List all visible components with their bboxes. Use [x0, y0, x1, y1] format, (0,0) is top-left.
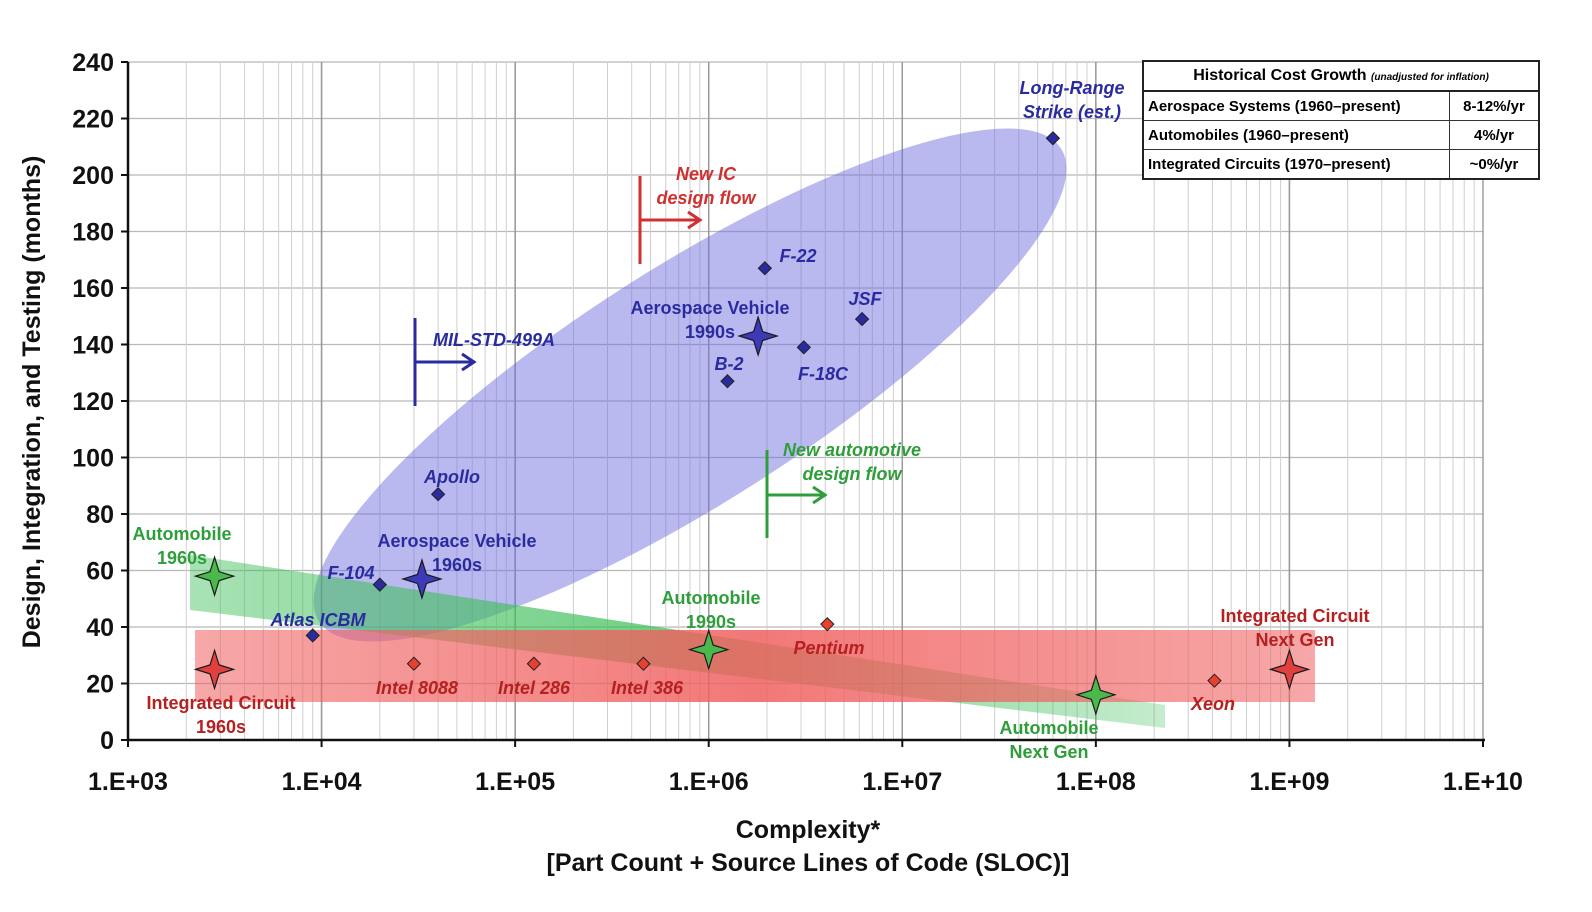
- table-row: Integrated Circuits (1970–present) ~0%/y…: [1142, 149, 1540, 180]
- point-intel-286: [526, 656, 542, 671]
- y-tick-label: 20: [86, 671, 114, 699]
- label-xeon: Xeon: [1190, 694, 1235, 714]
- label-automobile-1960s-line1: Automobile: [133, 524, 232, 544]
- x-tick-label: 1.E+06: [669, 768, 749, 796]
- label-long-range-line2: Strike (est.): [1023, 102, 1121, 122]
- x-axis-title: Complexity*: [736, 816, 881, 844]
- point-apollo: [430, 487, 446, 502]
- label-ic-1960s-line2: 1960s: [196, 717, 246, 737]
- label-aerospace-1990s-line1: Aerospace Vehicle: [630, 298, 789, 318]
- label-automobile-nextgen-line2: Next Gen: [1009, 742, 1088, 762]
- table-cell-value: 8-12%/yr: [1449, 90, 1540, 121]
- label-ic-1960s-line1: Integrated Circuit: [146, 693, 295, 713]
- point-labels: Atlas ICBM F-104 Apollo Aerospace Vehicl…: [133, 78, 1370, 762]
- star-aerospace-vehicle-1960s: [400, 557, 443, 600]
- label-ic-nextgen-line2: Next Gen: [1255, 630, 1334, 650]
- axis-ticks: 0 20 40 60 80 100 120 140 160 180 200 220 240 1.E+03 1…: [72, 49, 1523, 796]
- point-f-18c: [796, 340, 812, 355]
- label-intel-386: Intel 386: [611, 678, 684, 698]
- x-tick-label: 1.E+05: [475, 768, 555, 796]
- label-long-range-line1: Long-Range: [1020, 78, 1125, 98]
- label-f-22: F-22: [779, 246, 816, 266]
- y-tick-label: 40: [86, 614, 114, 642]
- star-integrated-circuit-1960s: [193, 648, 236, 691]
- label-automobile-1990s-line2: 1990s: [686, 612, 736, 632]
- label-automobile-nextgen-line1: Automobile: [1000, 718, 1099, 738]
- label-intel-8088: Intel 8088: [376, 678, 458, 698]
- label-b-2: B-2: [714, 354, 743, 374]
- label-f-18c: F-18C: [798, 364, 849, 384]
- x-tick-label: 1.E+09: [1249, 768, 1329, 796]
- label-pentium: Pentium: [793, 638, 864, 658]
- star-integrated-circuit-next-gen: [1268, 648, 1311, 691]
- label-mil-std: MIL-STD-499A: [433, 330, 555, 350]
- table-cell-value: 4%/yr: [1449, 120, 1540, 150]
- table-row: Aerospace Systems (1960–present) 8-12%/y…: [1142, 90, 1540, 121]
- cost-growth-title: Historical Cost Growth: [1193, 67, 1367, 84]
- point-long-range-strike-est: [1045, 131, 1061, 146]
- x-tick-label: 1.E+03: [88, 768, 168, 796]
- label-intel-286: Intel 286: [498, 678, 571, 698]
- point-intel-386: [636, 656, 651, 671]
- new-auto-arrow: [765, 450, 828, 538]
- cost-growth-title-note: (unadjusted for inflation): [1371, 72, 1489, 83]
- star-automobile-next-gen: [1074, 673, 1117, 716]
- data-marks: [193, 131, 1311, 716]
- table-cell-name: Automobiles (1960–present): [1142, 120, 1450, 150]
- label-f-104: F-104: [327, 563, 374, 583]
- table-cell-name: Integrated Circuits (1970–present): [1142, 149, 1450, 180]
- label-aerospace-1960s-line2: 1960s: [432, 555, 482, 575]
- x-tick-label: 1.E+04: [282, 768, 362, 796]
- label-atlas-icbm: Atlas ICBM: [269, 610, 366, 630]
- point-intel-8088: [406, 656, 422, 671]
- label-new-ic-line1: New IC: [676, 164, 737, 184]
- y-axis-title: Design, Integration, and Testing (months…: [18, 156, 46, 649]
- point-f-104: [372, 577, 388, 592]
- label-automobile-1960s-line2: 1960s: [157, 548, 207, 568]
- star-automobile-1960s: [193, 555, 236, 598]
- point-f-22: [757, 261, 773, 276]
- x-tick-label: 1.E+07: [862, 768, 942, 796]
- label-aerospace-1960s-line1: Aerospace Vehicle: [377, 531, 536, 551]
- point-xeon: [1207, 673, 1222, 688]
- point-b-2: [720, 374, 735, 389]
- table-cell-value: ~0%/yr: [1449, 149, 1540, 180]
- y-tick-label: 80: [86, 501, 114, 529]
- y-tick-label: 0: [100, 727, 114, 755]
- label-new-ic-line2: design flow: [657, 188, 757, 208]
- point-atlas-icbm: [305, 628, 320, 643]
- table-cell-name: Aerospace Systems (1960–present): [1142, 90, 1450, 121]
- cost-growth-table: Historical Cost Growth (unadjusted for i…: [1142, 60, 1540, 180]
- star-automobile-1990s: [687, 628, 730, 671]
- new-ic-arrow: [638, 176, 703, 264]
- y-tick-label: 60: [86, 558, 114, 586]
- y-tick-label: 240: [72, 49, 114, 77]
- y-tick-label: 160: [72, 275, 114, 303]
- label-new-auto-line1: New automotive: [783, 440, 921, 460]
- y-tick-label: 220: [72, 106, 114, 134]
- x-tick-label: 1.E+10: [1443, 768, 1523, 796]
- x-tick-label: 1.E+08: [1056, 768, 1136, 796]
- y-tick-label: 120: [72, 388, 114, 416]
- point-jsf: [854, 311, 870, 327]
- point-pentium: [820, 616, 835, 632]
- y-tick-label: 180: [72, 219, 114, 247]
- label-jsf: JSF: [848, 289, 882, 309]
- star-aerospace-vehicle-1990s: [737, 315, 780, 358]
- table-row: Automobiles (1960–present) 4%/yr: [1142, 120, 1540, 150]
- label-apollo: Apollo: [423, 467, 480, 487]
- y-tick-label: 100: [72, 445, 114, 473]
- cost-growth-table-header: Historical Cost Growth (unadjusted for i…: [1142, 60, 1540, 92]
- label-new-auto-line2: design flow: [803, 464, 903, 484]
- integrated-circuit-region: [195, 630, 1315, 702]
- aerospace-region: [313, 128, 1067, 642]
- label-ic-nextgen-line1: Integrated Circuit: [1220, 606, 1369, 626]
- label-automobile-1990s-line1: Automobile: [662, 588, 761, 608]
- y-tick-label: 200: [72, 162, 114, 190]
- x-axis-subtitle: [Part Count + Source Lines of Code (SLOC…: [547, 849, 1070, 877]
- mil-std-arrow: [413, 318, 477, 406]
- y-tick-label: 140: [72, 332, 114, 360]
- label-aerospace-1990s-line2: 1990s: [685, 322, 735, 342]
